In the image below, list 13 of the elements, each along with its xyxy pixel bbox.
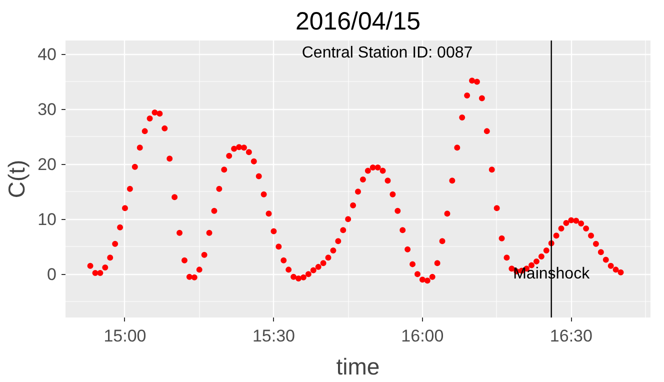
y-tick-label: 0: [47, 265, 57, 284]
y-tick-label: 40: [38, 45, 57, 64]
y-axis-title: C(t): [4, 160, 30, 198]
x-tick-label: 15:00: [104, 326, 146, 346]
y-tick-label: 30: [38, 100, 57, 120]
x-tick-label: 16:00: [401, 326, 444, 346]
x-tick-label: 15:30: [252, 326, 295, 346]
x-tick-label: 16:30: [550, 326, 592, 346]
y-tick-label: 20: [38, 155, 57, 174]
x-axis-title: time: [336, 354, 380, 380]
y-tick-label: 10: [38, 210, 57, 230]
annotation: Central Station ID: 0087: [302, 44, 473, 62]
chart-title: 2016/04/15: [295, 8, 421, 36]
